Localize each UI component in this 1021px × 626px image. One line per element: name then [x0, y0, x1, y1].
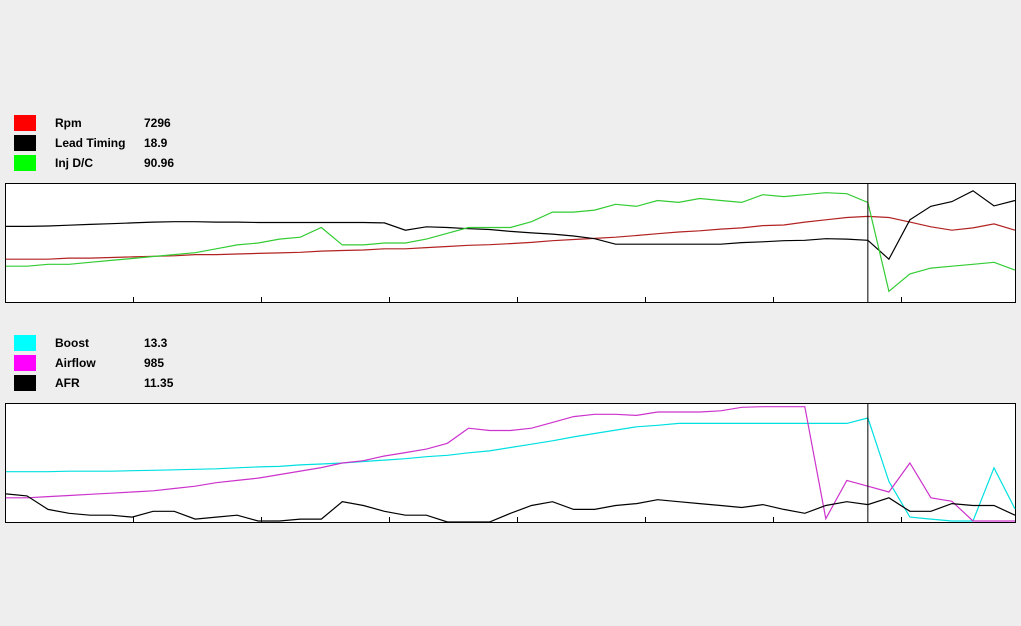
lead-timing-label: Lead Timing: [55, 136, 126, 150]
series-line-afr: [5, 493, 1016, 523]
inj-dc-swatch: [14, 155, 36, 171]
series-line-inj-d-c: [6, 192, 1016, 293]
series-line-rpm: [6, 215, 1016, 260]
lead-timing-swatch: [14, 135, 36, 151]
boost-value: 13.3: [144, 336, 168, 350]
plot-top[interactable]: [5, 183, 1016, 303]
rpm-swatch: [14, 115, 36, 131]
boost-label: Boost: [55, 336, 89, 350]
inj-dc-value: 90.96: [144, 156, 175, 170]
rpm-value: 7296: [144, 116, 171, 130]
rpm-label: Rpm: [55, 116, 82, 130]
boost-swatch: [14, 335, 36, 351]
series-line-airflow: [6, 406, 1015, 522]
airflow-value: 985: [144, 356, 165, 370]
afr-swatch: [14, 375, 36, 391]
airflow-swatch: [14, 355, 36, 371]
lead-timing-value: 18.9: [144, 136, 168, 150]
plot-top-svg[interactable]: [5, 183, 1016, 303]
airflow-label: Airflow: [55, 356, 96, 370]
series-line-boost: [6, 417, 1016, 522]
afr-label: AFR: [55, 376, 80, 390]
series-line-lead-timing: [6, 190, 1016, 261]
plot-bottom-svg[interactable]: [5, 403, 1016, 523]
plot-bottom[interactable]: [5, 403, 1016, 523]
afr-value: 11.35: [144, 376, 174, 390]
inj-dc-label: Inj D/C: [55, 156, 93, 170]
